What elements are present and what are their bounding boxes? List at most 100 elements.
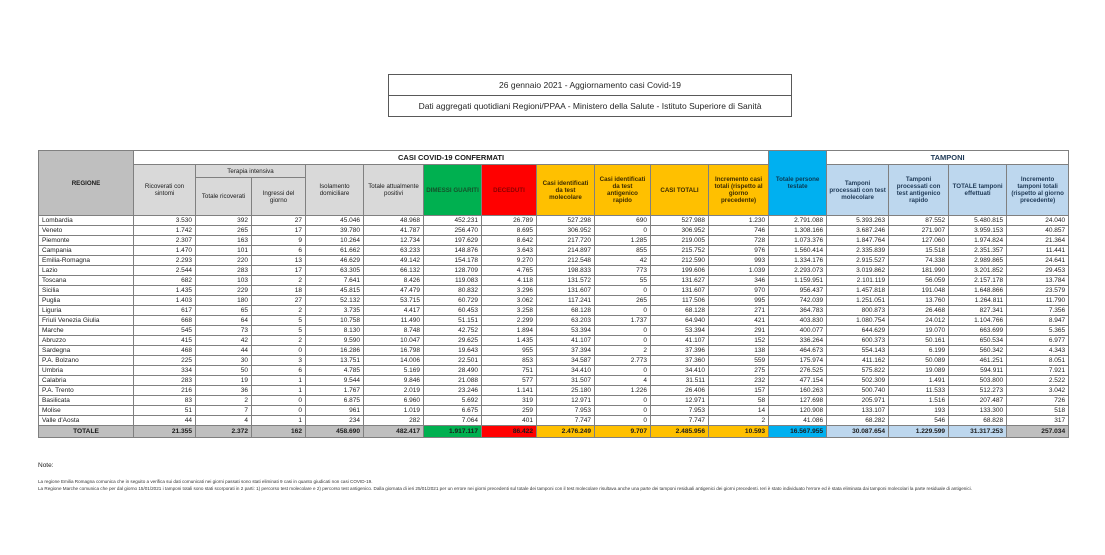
value-cell: 575.822: [826, 365, 890, 376]
table-row: Abruzzo 415 42 2 9.590 10.047 29.625 1.435 41.10…: [38, 335, 1070, 346]
value-cell: 8.051: [1006, 355, 1070, 366]
value-cell: 50.089: [888, 355, 950, 366]
value-cell: 5.365: [1006, 325, 1070, 336]
value-cell: 22.501: [423, 355, 482, 366]
value-cell: 64.940: [650, 315, 709, 326]
value-cell: 12.971: [536, 395, 595, 406]
value-cell: 133.300: [948, 405, 1008, 416]
table-row: Lazio 2.544 283 17 63.305 66.132 128.709 4.765 1…: [38, 265, 1070, 276]
value-cell: 23.246: [423, 385, 482, 396]
value-cell: 1.019: [363, 405, 424, 416]
value-cell: 232: [707, 375, 770, 386]
value-cell: 138: [707, 345, 770, 356]
value-cell: 527.988: [650, 215, 709, 226]
value-cell: 103: [195, 275, 252, 286]
region-name: P.A. Trento: [38, 385, 134, 396]
value-cell: 45.815: [305, 285, 364, 296]
value-cell: 68.128: [650, 305, 709, 316]
value-cell: 3.296: [481, 285, 537, 296]
value-cell: 9.590: [305, 335, 364, 346]
value-cell: 392: [195, 215, 252, 226]
value-cell: 1.516: [888, 395, 950, 406]
value-cell: 0: [594, 335, 651, 346]
value-cell: 80.832: [423, 285, 482, 296]
value-cell: 19.089: [888, 365, 950, 376]
value-cell: 458.690: [305, 425, 364, 438]
value-cell: 993: [707, 255, 770, 266]
region-name: Lombardia: [38, 215, 134, 226]
table-row: Calabria 283 19 1 9.544 9.846 21.088 577 31.507 4…: [38, 375, 1070, 386]
value-cell: 17: [251, 265, 306, 276]
value-cell: 41.787: [363, 225, 424, 236]
value-cell: 291: [707, 325, 770, 336]
value-cell: 334: [133, 365, 196, 376]
value-cell: 728: [707, 235, 770, 246]
value-cell: 1.894: [481, 325, 537, 336]
value-cell: 9.707: [594, 425, 651, 438]
value-cell: 7.747: [650, 415, 709, 426]
value-cell: 0: [594, 415, 651, 426]
value-cell: 663.699: [948, 325, 1008, 336]
value-cell: 1.285: [594, 235, 651, 246]
value-cell: 26.406: [650, 385, 709, 396]
value-cell: 2.485.956: [650, 425, 709, 438]
value-cell: 7.064: [423, 415, 482, 426]
value-cell: 27: [251, 295, 306, 306]
value-cell: 9.544: [305, 375, 364, 386]
col-header-casi-totali: CASI TOTALI: [650, 164, 709, 216]
region-name: P.A. Bolzano: [38, 355, 134, 366]
table-row: Veneto 1.742 265 17 39.780 41.787 256.470 8.695…: [38, 225, 1070, 236]
value-cell: 53.715: [363, 295, 424, 306]
value-cell: 1.403: [133, 295, 196, 306]
col-header-incremento-tamponi: Incremento tamponi totali (rispetto al g…: [1006, 164, 1070, 216]
region-name: Lazio: [38, 265, 134, 276]
col-header-regione: REGIONE: [38, 150, 134, 216]
value-cell: 2.157.178: [948, 275, 1008, 286]
value-cell: 29.625: [423, 335, 482, 346]
value-cell: 1: [251, 415, 306, 426]
value-cell: 4.118: [481, 275, 537, 286]
table-row: P.A. Bolzano 225 30 3 13.751 14.006 22.501 853 3…: [38, 355, 1070, 366]
value-cell: 1.742: [133, 225, 196, 236]
value-cell: 1.648.866: [948, 285, 1008, 296]
value-cell: 17: [251, 225, 306, 236]
value-cell: 212.590: [650, 255, 709, 266]
value-cell: 37.394: [536, 345, 595, 356]
value-cell: 61.662: [305, 245, 364, 256]
region-name: Toscana: [38, 275, 134, 286]
value-cell: 726: [1006, 395, 1070, 406]
value-cell: 127.698: [768, 395, 828, 406]
col-header-casi-molecolare: Casi identificati da test molecolare: [536, 164, 595, 216]
value-cell: 5.393.263: [826, 215, 890, 226]
value-cell: 2.476.249: [536, 425, 595, 438]
value-cell: 198.833: [536, 265, 595, 276]
value-cell: 214.897: [536, 245, 595, 256]
value-cell: 2.307: [133, 235, 196, 246]
value-cell: 955: [481, 345, 537, 356]
value-cell: 6: [251, 245, 306, 256]
value-cell: 52.132: [305, 295, 364, 306]
value-cell: 2: [195, 395, 252, 406]
value-cell: 42.752: [423, 325, 482, 336]
value-cell: 3.959.153: [948, 225, 1008, 236]
value-cell: 7.641: [305, 275, 364, 286]
value-cell: 545: [133, 325, 196, 336]
value-cell: 1.039: [707, 265, 770, 276]
value-cell: 30.087.654: [826, 425, 890, 438]
value-cell: 961: [305, 405, 364, 416]
value-cell: 207.487: [948, 395, 1008, 406]
value-cell: 19.643: [423, 345, 482, 356]
value-cell: 2.299: [481, 315, 537, 326]
value-cell: 336.264: [768, 335, 828, 346]
region-name: Basilicata: [38, 395, 134, 406]
value-cell: 47.479: [363, 285, 424, 296]
value-cell: 65: [195, 305, 252, 316]
value-cell: 271: [707, 305, 770, 316]
value-cell: 3.019.862: [826, 265, 890, 276]
value-cell: 1.141: [481, 385, 537, 396]
value-cell: 452.231: [423, 215, 482, 226]
value-cell: 10.758: [305, 315, 364, 326]
value-cell: 48.968: [363, 215, 424, 226]
value-cell: 10.593: [707, 425, 770, 438]
value-cell: 411.162: [826, 355, 890, 366]
